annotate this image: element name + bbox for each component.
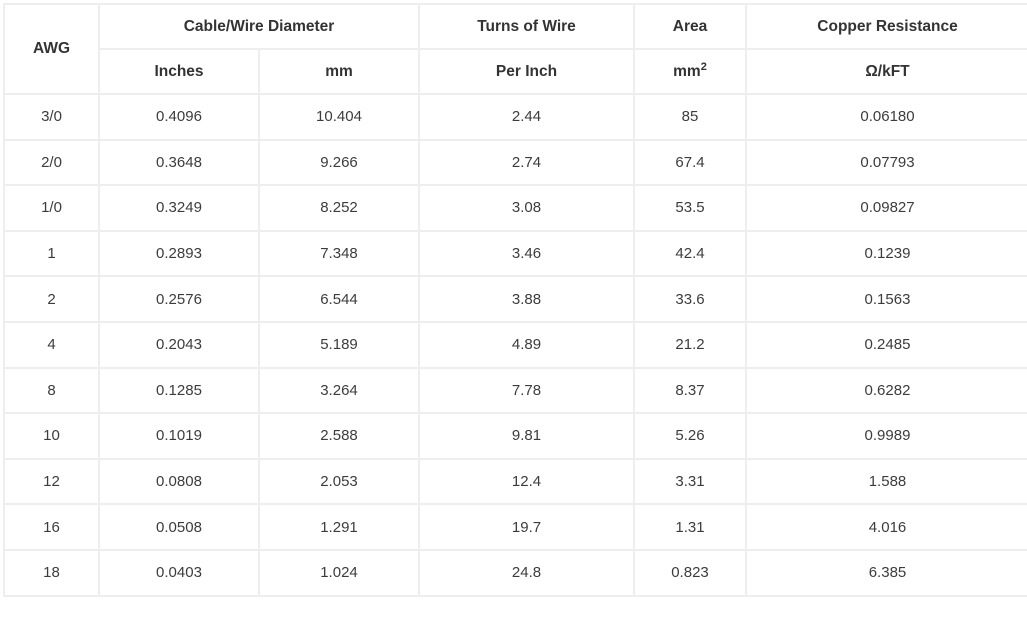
cell-area: 8.37 (633, 366, 747, 415)
cell-area: 42.4 (633, 229, 747, 278)
col-header-resistance-group: Copper Resistance (745, 3, 1027, 50)
cell-turns: 24.8 (418, 548, 635, 597)
cell-turns: 9.81 (418, 412, 635, 460)
cell-turns: 2.44 (418, 93, 635, 141)
cell-awg: 1 (3, 229, 100, 278)
cell-mm: 10.404 (258, 93, 420, 141)
cell-area: 5.26 (633, 412, 747, 460)
cell-mm: 6.544 (258, 275, 420, 323)
cell-turns: 7.78 (418, 366, 635, 415)
table-header: AWG Cable/Wire Diameter Turns of Wire Ar… (3, 3, 1027, 95)
cell-awg: 3/0 (3, 93, 100, 141)
table-row: 3/0 0.4096 10.404 2.44 85 0.06180 (3, 93, 1027, 141)
area-unit-exponent: 2 (700, 60, 707, 73)
cell-resistance: 1.588 (745, 457, 1027, 506)
cell-resistance: 0.2485 (745, 320, 1027, 369)
cell-mm: 1.291 (258, 503, 420, 551)
cell-resistance: 0.1563 (745, 275, 1027, 323)
col-header-mm: mm (258, 48, 420, 95)
cell-inches: 0.2043 (98, 320, 260, 369)
table-row: 8 0.1285 3.264 7.78 8.37 0.6282 (3, 366, 1027, 415)
col-header-area-unit: mm2 (633, 48, 747, 95)
cell-turns: 12.4 (418, 457, 635, 506)
table-body: 3/0 0.4096 10.404 2.44 85 0.06180 2/0 0.… (3, 93, 1027, 597)
cell-mm: 8.252 (258, 184, 420, 232)
table-row: 1 0.2893 7.348 3.46 42.4 0.1239 (3, 229, 1027, 278)
cell-mm: 2.588 (258, 412, 420, 460)
cell-inches: 0.3648 (98, 138, 260, 187)
cell-turns: 4.89 (418, 320, 635, 369)
cell-area: 67.4 (633, 138, 747, 187)
cell-mm: 3.264 (258, 366, 420, 415)
table-row: 4 0.2043 5.189 4.89 21.2 0.2485 (3, 320, 1027, 369)
header-row-units: Inches mm Per Inch mm2 Ω/kFT (4, 48, 1027, 95)
cell-awg: 4 (3, 320, 100, 369)
cell-inches: 0.3249 (98, 184, 260, 232)
cell-turns: 3.46 (418, 229, 635, 278)
cell-awg: 1/0 (3, 184, 100, 232)
cell-inches: 0.0508 (98, 503, 260, 551)
table-row: 1/0 0.3249 8.252 3.08 53.5 0.09827 (3, 184, 1027, 232)
cell-turns: 3.08 (418, 184, 635, 232)
cell-area: 21.2 (633, 320, 747, 369)
cell-resistance: 6.385 (745, 548, 1027, 597)
cell-resistance: 0.07793 (745, 138, 1027, 187)
cell-mm: 1.024 (258, 548, 420, 597)
col-header-resistance-unit: Ω/kFT (745, 48, 1027, 95)
cell-mm: 9.266 (258, 138, 420, 187)
col-header-awg: AWG (3, 3, 100, 95)
cell-turns: 2.74 (418, 138, 635, 187)
cell-resistance: 0.06180 (745, 93, 1027, 141)
cell-resistance: 0.9989 (745, 412, 1027, 460)
col-header-diameter-group: Cable/Wire Diameter (98, 3, 420, 50)
cell-resistance: 0.6282 (745, 366, 1027, 415)
cell-area: 85 (633, 93, 747, 141)
cell-area: 33.6 (633, 275, 747, 323)
cell-turns: 3.88 (418, 275, 635, 323)
area-unit-base: mm (673, 62, 701, 80)
col-header-inches: Inches (98, 48, 260, 95)
cell-awg: 2 (3, 275, 100, 323)
cell-awg: 2/0 (3, 138, 100, 187)
cell-mm: 7.348 (258, 229, 420, 278)
cell-mm: 2.053 (258, 457, 420, 506)
col-header-area-group: Area (633, 3, 747, 50)
cell-inches: 0.0403 (98, 548, 260, 597)
cell-inches: 0.1285 (98, 366, 260, 415)
cell-resistance: 0.09827 (745, 184, 1027, 232)
cell-awg: 12 (3, 457, 100, 506)
table-row: 18 0.0403 1.024 24.8 0.823 6.385 (3, 548, 1027, 597)
table-row: 2 0.2576 6.544 3.88 33.6 0.1563 (3, 275, 1027, 323)
table-row: 10 0.1019 2.588 9.81 5.26 0.9989 (3, 412, 1027, 460)
table-row: 16 0.0508 1.291 19.7 1.31 4.016 (3, 503, 1027, 551)
cell-inches: 0.0808 (98, 457, 260, 506)
cell-inches: 0.1019 (98, 412, 260, 460)
awg-wire-gauge-table: AWG Cable/Wire Diameter Turns of Wire Ar… (3, 3, 1027, 597)
cell-turns: 19.7 (418, 503, 635, 551)
cell-awg: 16 (3, 503, 100, 551)
cell-awg: 10 (3, 412, 100, 460)
cell-resistance: 4.016 (745, 503, 1027, 551)
cell-mm: 5.189 (258, 320, 420, 369)
table-row: 12 0.0808 2.053 12.4 3.31 1.588 (3, 457, 1027, 506)
cell-inches: 0.4096 (98, 93, 260, 141)
cell-inches: 0.2576 (98, 275, 260, 323)
col-header-turns-group: Turns of Wire (418, 3, 635, 50)
cell-awg: 18 (3, 548, 100, 597)
cell-area: 1.31 (633, 503, 747, 551)
cell-area: 3.31 (633, 457, 747, 506)
header-row-groups: AWG Cable/Wire Diameter Turns of Wire Ar… (3, 3, 1027, 95)
table-row: 2/0 0.3648 9.266 2.74 67.4 0.07793 (3, 138, 1027, 187)
cell-awg: 8 (3, 366, 100, 415)
cell-area: 53.5 (633, 184, 747, 232)
cell-inches: 0.2893 (98, 229, 260, 278)
cell-area: 0.823 (633, 548, 747, 597)
col-header-per-inch: Per Inch (418, 48, 635, 95)
cell-resistance: 0.1239 (745, 229, 1027, 278)
